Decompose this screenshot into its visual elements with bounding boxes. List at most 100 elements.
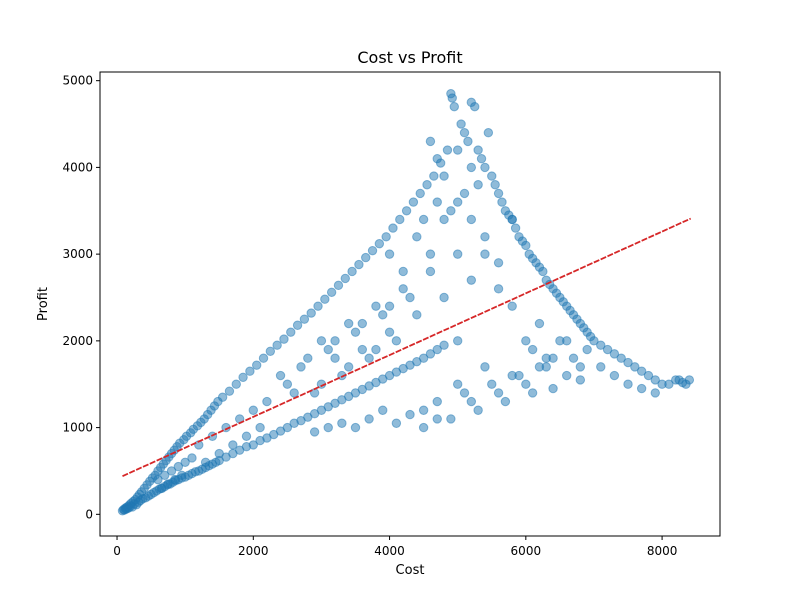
- scatter-point: [596, 362, 606, 372]
- scatter-point: [493, 388, 504, 398]
- scatter-point: [357, 344, 368, 355]
- scatter-point: [459, 128, 470, 138]
- scatter-point: [343, 318, 354, 329]
- scatter-point: [412, 310, 422, 320]
- scatter-point: [432, 197, 442, 207]
- scatter-point: [452, 197, 463, 207]
- scatter-point: [156, 483, 167, 493]
- scatter-point: [452, 145, 463, 155]
- scatter-point: [252, 360, 262, 370]
- scatter-point: [636, 366, 647, 376]
- scatter-point: [463, 136, 473, 147]
- scatter-point: [432, 414, 442, 424]
- scatter-point: [470, 101, 480, 112]
- scatter-point: [262, 396, 272, 407]
- scatter-point: [286, 327, 296, 337]
- scatter-point: [596, 340, 606, 350]
- scatter-point: [681, 379, 691, 389]
- scatter-point: [170, 474, 180, 485]
- x-tick-label: 8000: [647, 544, 678, 558]
- scatter-point: [447, 93, 457, 103]
- scatter-point: [487, 379, 497, 389]
- scatter-point: [391, 336, 402, 346]
- scatter-point: [187, 453, 197, 463]
- scatter-point: [371, 301, 381, 311]
- scatter-point: [555, 336, 565, 346]
- scatter-point: [575, 362, 586, 372]
- scatter-point: [408, 197, 419, 207]
- y-axis-ticks: 0 1000 2000 3000 4000 5000: [62, 74, 100, 521]
- scatter-point: [493, 188, 504, 199]
- scatter-point: [398, 266, 408, 277]
- scatter-points: [117, 88, 695, 516]
- scatter-point: [289, 388, 299, 398]
- scatter-point: [589, 336, 599, 346]
- scatter-point: [432, 396, 442, 407]
- scatter-point: [575, 375, 586, 385]
- scatter-point: [245, 366, 255, 376]
- scatter-point: [337, 418, 347, 428]
- scatter-point: [378, 310, 388, 320]
- scatter-point: [292, 320, 303, 330]
- scatter-point: [326, 287, 337, 297]
- scatter-point: [364, 353, 374, 363]
- scatter-point: [476, 154, 487, 164]
- scatter-point: [248, 405, 258, 415]
- scatter-point: [643, 370, 654, 381]
- scatter-point: [480, 249, 490, 259]
- scatter-point: [568, 353, 579, 363]
- scatter-point: [248, 440, 258, 450]
- scatter-point: [405, 292, 415, 303]
- scatter-point: [521, 240, 531, 251]
- scatter-point: [391, 418, 402, 428]
- scatter-point: [432, 344, 442, 355]
- scatter-point: [630, 362, 640, 372]
- trend-line: [122, 217, 692, 477]
- scatter-point: [425, 136, 436, 147]
- scatter-point: [343, 362, 354, 372]
- scatter-point: [466, 396, 477, 407]
- scatter-point: [650, 375, 660, 385]
- y-tick-label: 2000: [62, 334, 93, 348]
- scatter-point: [350, 327, 361, 337]
- scatter-point: [527, 344, 538, 355]
- scatter-point: [459, 388, 470, 398]
- scatter-point: [214, 448, 224, 459]
- scatter-point: [367, 245, 378, 256]
- scatter-point: [674, 375, 684, 385]
- scatter-point: [153, 474, 163, 485]
- scatter-point: [562, 370, 572, 381]
- scatter-point: [429, 171, 439, 181]
- scatter-point: [452, 336, 463, 346]
- scatter-point: [650, 388, 660, 398]
- scatter-point: [609, 349, 620, 359]
- scatter-point: [418, 405, 429, 415]
- scatter-point: [166, 466, 177, 476]
- scatter-point: [347, 266, 357, 277]
- scatter-point: [582, 344, 592, 355]
- scatter-point: [384, 301, 395, 311]
- scatter-point: [350, 422, 361, 433]
- scatter-point: [473, 405, 483, 415]
- scatter-point: [340, 273, 350, 284]
- y-tick-label: 3000: [62, 247, 93, 261]
- scatter-point: [466, 162, 477, 173]
- y-tick-label: 1000: [62, 421, 93, 435]
- scatter-point: [439, 292, 449, 303]
- scatter-point: [664, 379, 674, 389]
- scatter-point: [405, 409, 415, 420]
- y-tick-label: 0: [85, 507, 93, 521]
- scatter-point: [401, 206, 412, 216]
- scatter-point: [282, 422, 293, 433]
- scatter-point: [418, 214, 429, 225]
- scatter-point: [449, 101, 459, 112]
- scatter-point: [265, 346, 276, 356]
- scatter-point: [306, 308, 316, 318]
- scatter-point: [473, 145, 483, 155]
- scatter-point: [224, 386, 235, 396]
- scatter-point: [412, 232, 422, 242]
- scatter-point: [493, 258, 504, 268]
- scatter-point: [446, 414, 456, 424]
- scatter-point: [602, 344, 613, 355]
